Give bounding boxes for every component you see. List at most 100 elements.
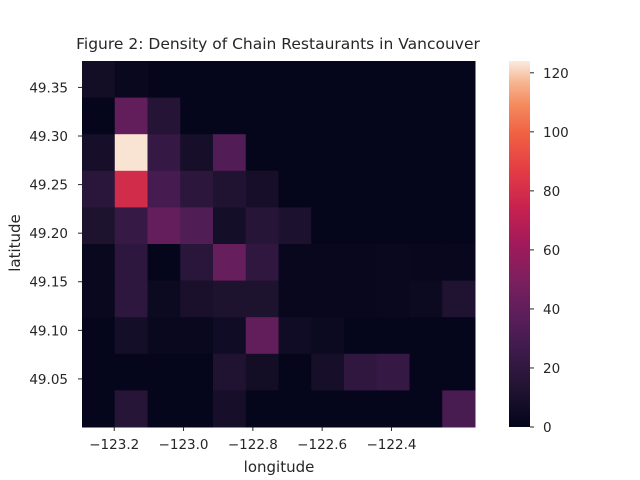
heatmap-cell — [147, 317, 181, 355]
heatmap-cell — [442, 61, 476, 99]
heatmap-cell — [213, 97, 247, 135]
heatmap-cell — [278, 390, 312, 428]
heatmap-cell — [278, 170, 312, 208]
heatmap-cell — [213, 353, 247, 391]
heatmap-cell — [344, 134, 378, 172]
heatmap-cell — [311, 134, 345, 172]
heatmap-cell — [409, 207, 443, 245]
heatmap-cell — [114, 317, 148, 355]
heatmap-cell — [147, 353, 181, 391]
heatmap-cell — [82, 97, 116, 135]
heatmap-cell — [245, 170, 279, 208]
heatmap-cell — [82, 317, 116, 355]
heatmap-cell — [344, 280, 378, 318]
heatmap-cell — [311, 317, 345, 355]
heatmap-cell — [409, 61, 443, 99]
heatmap-cell — [180, 97, 214, 135]
heatmap-cell — [344, 97, 378, 135]
heatmap-cell — [180, 244, 214, 282]
heatmap-cell — [82, 280, 116, 318]
heatmap-cell — [442, 170, 476, 208]
heatmap-cell — [180, 390, 214, 428]
heatmap-cell — [442, 244, 476, 282]
colorbar-tick-label: 20 — [543, 361, 560, 377]
heatmap-cell — [376, 317, 410, 355]
colorbar-ticks: 0 20 40 60 80 100 120 — [530, 66, 569, 436]
heatmap-cell — [147, 97, 181, 135]
heatmap-cell — [180, 317, 214, 355]
heatmap-cell — [344, 170, 378, 208]
heatmap-cell — [442, 97, 476, 135]
heatmap-cell — [213, 170, 247, 208]
heatmap-cell — [376, 97, 410, 135]
heatmap-cell — [376, 61, 410, 99]
heatmap-cell — [376, 390, 410, 428]
colorbar — [509, 61, 530, 427]
heatmap-cell — [376, 134, 410, 172]
colorbar-tick-label: 60 — [543, 243, 560, 259]
y-tick-label: 49.35 — [29, 80, 68, 96]
heatmap-cell — [114, 134, 148, 172]
heatmap-cell — [278, 61, 312, 99]
heatmap-cell — [278, 244, 312, 282]
colorbar-tick-label: 100 — [543, 125, 569, 141]
heatmap-cell — [213, 280, 247, 318]
heatmap-cell — [245, 61, 279, 99]
heatmap-cell — [114, 353, 148, 391]
heatmap-cell — [213, 134, 247, 172]
heatmap-cell — [376, 280, 410, 318]
heatmap-cell — [213, 317, 247, 355]
heatmap-cell — [409, 170, 443, 208]
heatmap-cell — [147, 280, 181, 318]
heatmap-cell — [442, 390, 476, 428]
heatmap-cell — [278, 317, 312, 355]
heatmap-cell — [114, 61, 148, 99]
heatmap-cell — [311, 170, 345, 208]
heatmap-cell — [344, 61, 378, 99]
x-tick-label: −123.2 — [89, 437, 139, 453]
heatmap-cell — [82, 207, 116, 245]
heatmap-cell — [409, 317, 443, 355]
heatmap-cell — [409, 244, 443, 282]
heatmap-cell — [82, 353, 116, 391]
heatmap-cell — [245, 280, 279, 318]
heatmap-cell — [311, 244, 345, 282]
colorbar-tick-label: 40 — [543, 302, 560, 318]
heatmap-cell — [376, 207, 410, 245]
heatmap-cell — [278, 353, 312, 391]
heatmap-cell — [114, 170, 148, 208]
y-axis-ticks: 49.35 49.30 49.25 49.20 49.15 49.10 49.05 — [29, 80, 82, 388]
heatmap-cell — [180, 280, 214, 318]
heatmap-cell — [245, 244, 279, 282]
heatmap-cell — [180, 207, 214, 245]
heatmap-cell — [245, 390, 279, 428]
heatmap-cell — [180, 134, 214, 172]
heatmap-cell — [180, 353, 214, 391]
heatmap-cell — [442, 317, 476, 355]
x-tick-label: −122.8 — [228, 437, 278, 453]
x-tick-label: −123.0 — [159, 437, 209, 453]
heatmap-cell — [278, 97, 312, 135]
x-tick-label: −122.4 — [366, 437, 416, 453]
x-axis-ticks: −123.2 −123.0 −122.8 −122.6 −122.4 — [89, 427, 416, 453]
heatmap-cell — [180, 170, 214, 208]
heatmap-cell — [344, 207, 378, 245]
colorbar-tick-label: 80 — [543, 184, 560, 200]
heatmap-cell — [311, 61, 345, 99]
heatmap-cell — [344, 317, 378, 355]
heatmap-cell — [213, 244, 247, 282]
heatmap-cell — [278, 134, 312, 172]
heatmap-cell — [114, 244, 148, 282]
y-axis-label: latitude — [6, 214, 24, 272]
heatmap-cell — [344, 244, 378, 282]
heatmap-cell — [245, 97, 279, 135]
y-tick-label: 49.15 — [29, 275, 68, 291]
heatmap-cell — [442, 207, 476, 245]
heatmap-cell — [409, 97, 443, 135]
heatmap-cell — [245, 134, 279, 172]
heatmap-cell — [409, 390, 443, 428]
heatmap-cell — [114, 390, 148, 428]
colorbar-tick-label: 0 — [543, 420, 552, 436]
heatmap-cell — [376, 170, 410, 208]
heatmap-cell — [82, 390, 116, 428]
